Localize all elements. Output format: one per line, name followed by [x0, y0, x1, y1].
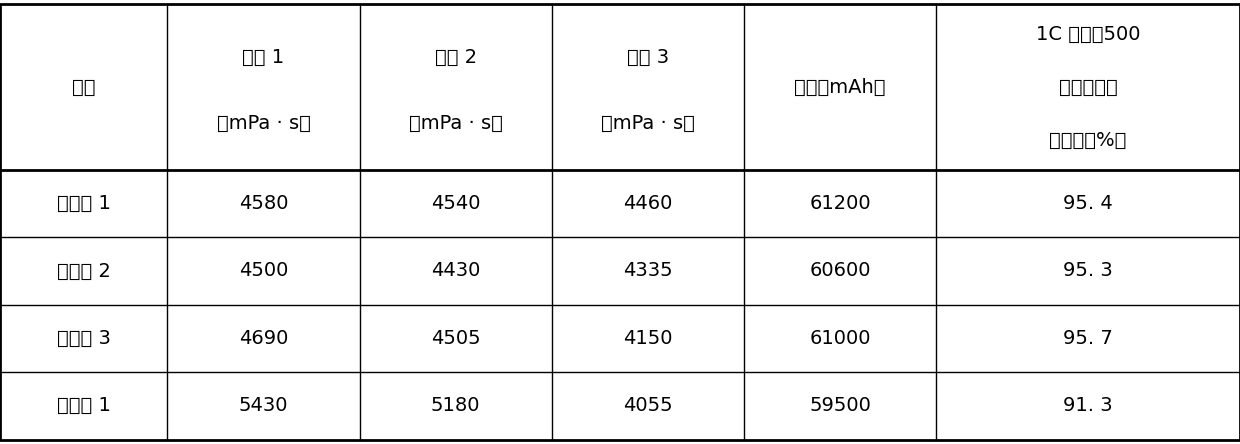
Text: 61200: 61200 — [810, 194, 870, 213]
Text: 粘度 1: 粘度 1 — [243, 48, 284, 67]
Text: 91. 3: 91. 3 — [1063, 396, 1114, 415]
Text: 61000: 61000 — [810, 329, 870, 348]
Text: 实施例 3: 实施例 3 — [57, 329, 110, 348]
Text: 4150: 4150 — [624, 329, 672, 348]
Text: 59500: 59500 — [810, 396, 870, 415]
Text: 4500: 4500 — [239, 262, 288, 281]
Text: 容量（mAh）: 容量（mAh） — [795, 78, 885, 97]
Text: 4580: 4580 — [239, 194, 288, 213]
Text: 粘度 3: 粘度 3 — [627, 48, 668, 67]
Text: 项目: 项目 — [72, 78, 95, 97]
Text: 实施例 2: 实施例 2 — [57, 262, 110, 281]
Text: 对比例 1: 对比例 1 — [57, 396, 110, 415]
Text: 95. 4: 95. 4 — [1063, 194, 1114, 213]
Text: 保持率（%）: 保持率（%） — [1049, 131, 1127, 150]
Text: 1C 倍率、500: 1C 倍率、500 — [1035, 25, 1141, 44]
Text: 95. 7: 95. 7 — [1063, 329, 1114, 348]
Text: 实施例 1: 实施例 1 — [57, 194, 110, 213]
Text: （mPa · s）: （mPa · s） — [601, 114, 694, 133]
Text: 次循环容量: 次循环容量 — [1059, 78, 1117, 97]
Text: 粘度 2: 粘度 2 — [435, 48, 476, 67]
Text: 4540: 4540 — [432, 194, 480, 213]
Text: 4430: 4430 — [432, 262, 480, 281]
Text: （mPa · s）: （mPa · s） — [217, 114, 310, 133]
Text: 4335: 4335 — [622, 262, 673, 281]
Text: 4460: 4460 — [624, 194, 672, 213]
Text: 5180: 5180 — [432, 396, 480, 415]
Text: 4055: 4055 — [622, 396, 673, 415]
Text: （mPa · s）: （mPa · s） — [409, 114, 502, 133]
Text: 4690: 4690 — [239, 329, 288, 348]
Text: 95. 3: 95. 3 — [1063, 262, 1114, 281]
Text: 60600: 60600 — [810, 262, 870, 281]
Text: 5430: 5430 — [239, 396, 288, 415]
Text: 4505: 4505 — [430, 329, 481, 348]
